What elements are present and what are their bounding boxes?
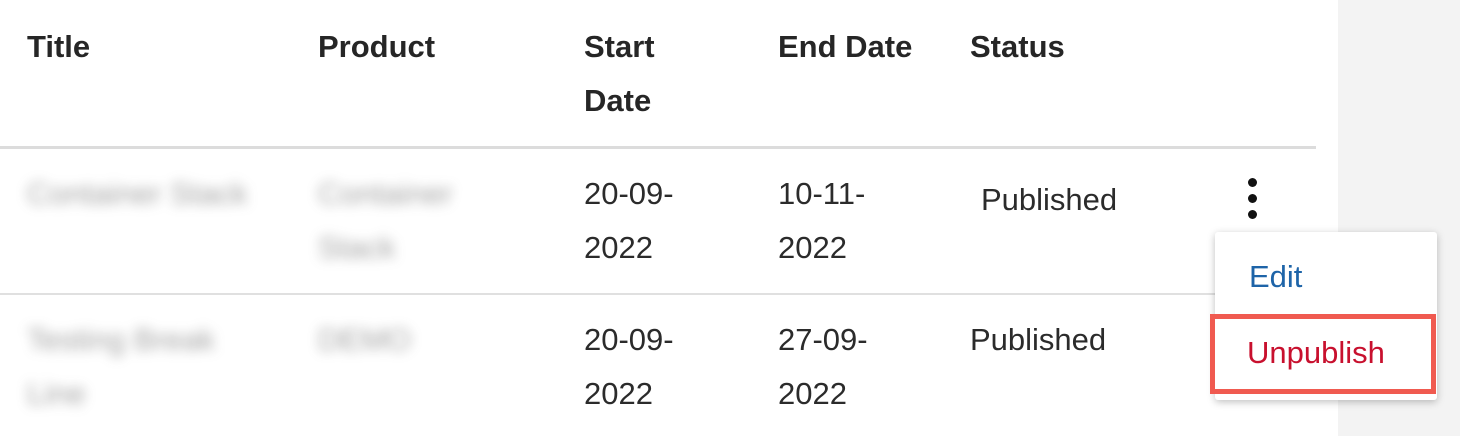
row-status: Published [981, 182, 1118, 217]
row-divider [0, 293, 1316, 295]
row-end-date: 27-09-2022 [778, 322, 868, 411]
row-title[interactable]: Container Stack [27, 176, 248, 211]
column-header-title[interactable]: Title [27, 29, 91, 64]
header-divider [0, 146, 1316, 149]
column-header-product[interactable]: Product [318, 29, 436, 64]
column-header-status[interactable]: Status [970, 29, 1065, 64]
unpublish-menu-item[interactable]: Unpublish [1210, 314, 1436, 394]
row-start-date: 20-09-2022 [584, 176, 674, 265]
edit-menu-item[interactable]: Edit [1249, 259, 1303, 294]
row-status: Published [970, 322, 1107, 357]
row-actions-menu: Edit Unpublish [1210, 232, 1437, 400]
row-product: Container Stack [318, 176, 453, 265]
column-header-start-date[interactable]: Start Date [584, 29, 655, 118]
campaign-table: Title Product Start Date End Date Status… [0, 29, 1316, 411]
row-end-date: 10-11-2022 [778, 176, 866, 265]
row-title[interactable]: Testing Break Line [27, 322, 215, 411]
column-header-end-date[interactable]: End Date [778, 29, 913, 64]
row-start-date: 20-09-2022 [584, 322, 674, 411]
more-vertical-icon[interactable] [1238, 176, 1268, 222]
row-product: DEMO [318, 322, 411, 357]
